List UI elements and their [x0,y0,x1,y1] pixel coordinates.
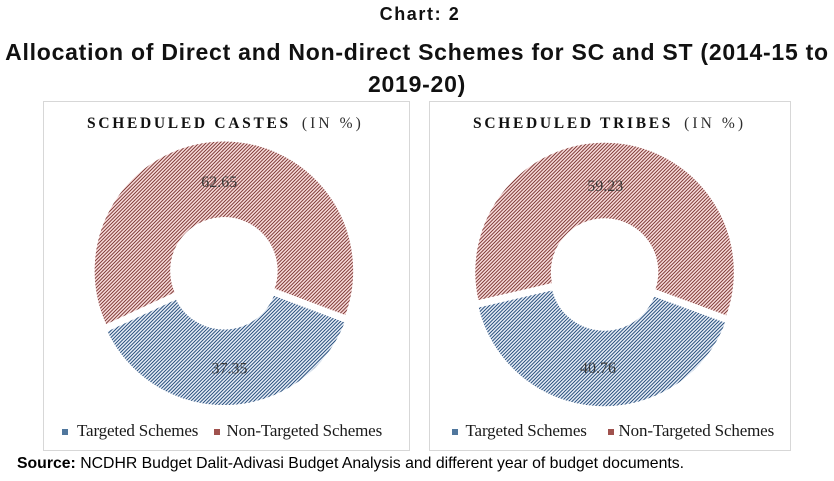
svg-text:37.35: 37.35 [212,361,248,378]
svg-text:40.76: 40.76 [580,360,616,377]
svg-text:62.65: 62.65 [201,174,237,191]
svg-text:59.23: 59.23 [587,178,623,195]
